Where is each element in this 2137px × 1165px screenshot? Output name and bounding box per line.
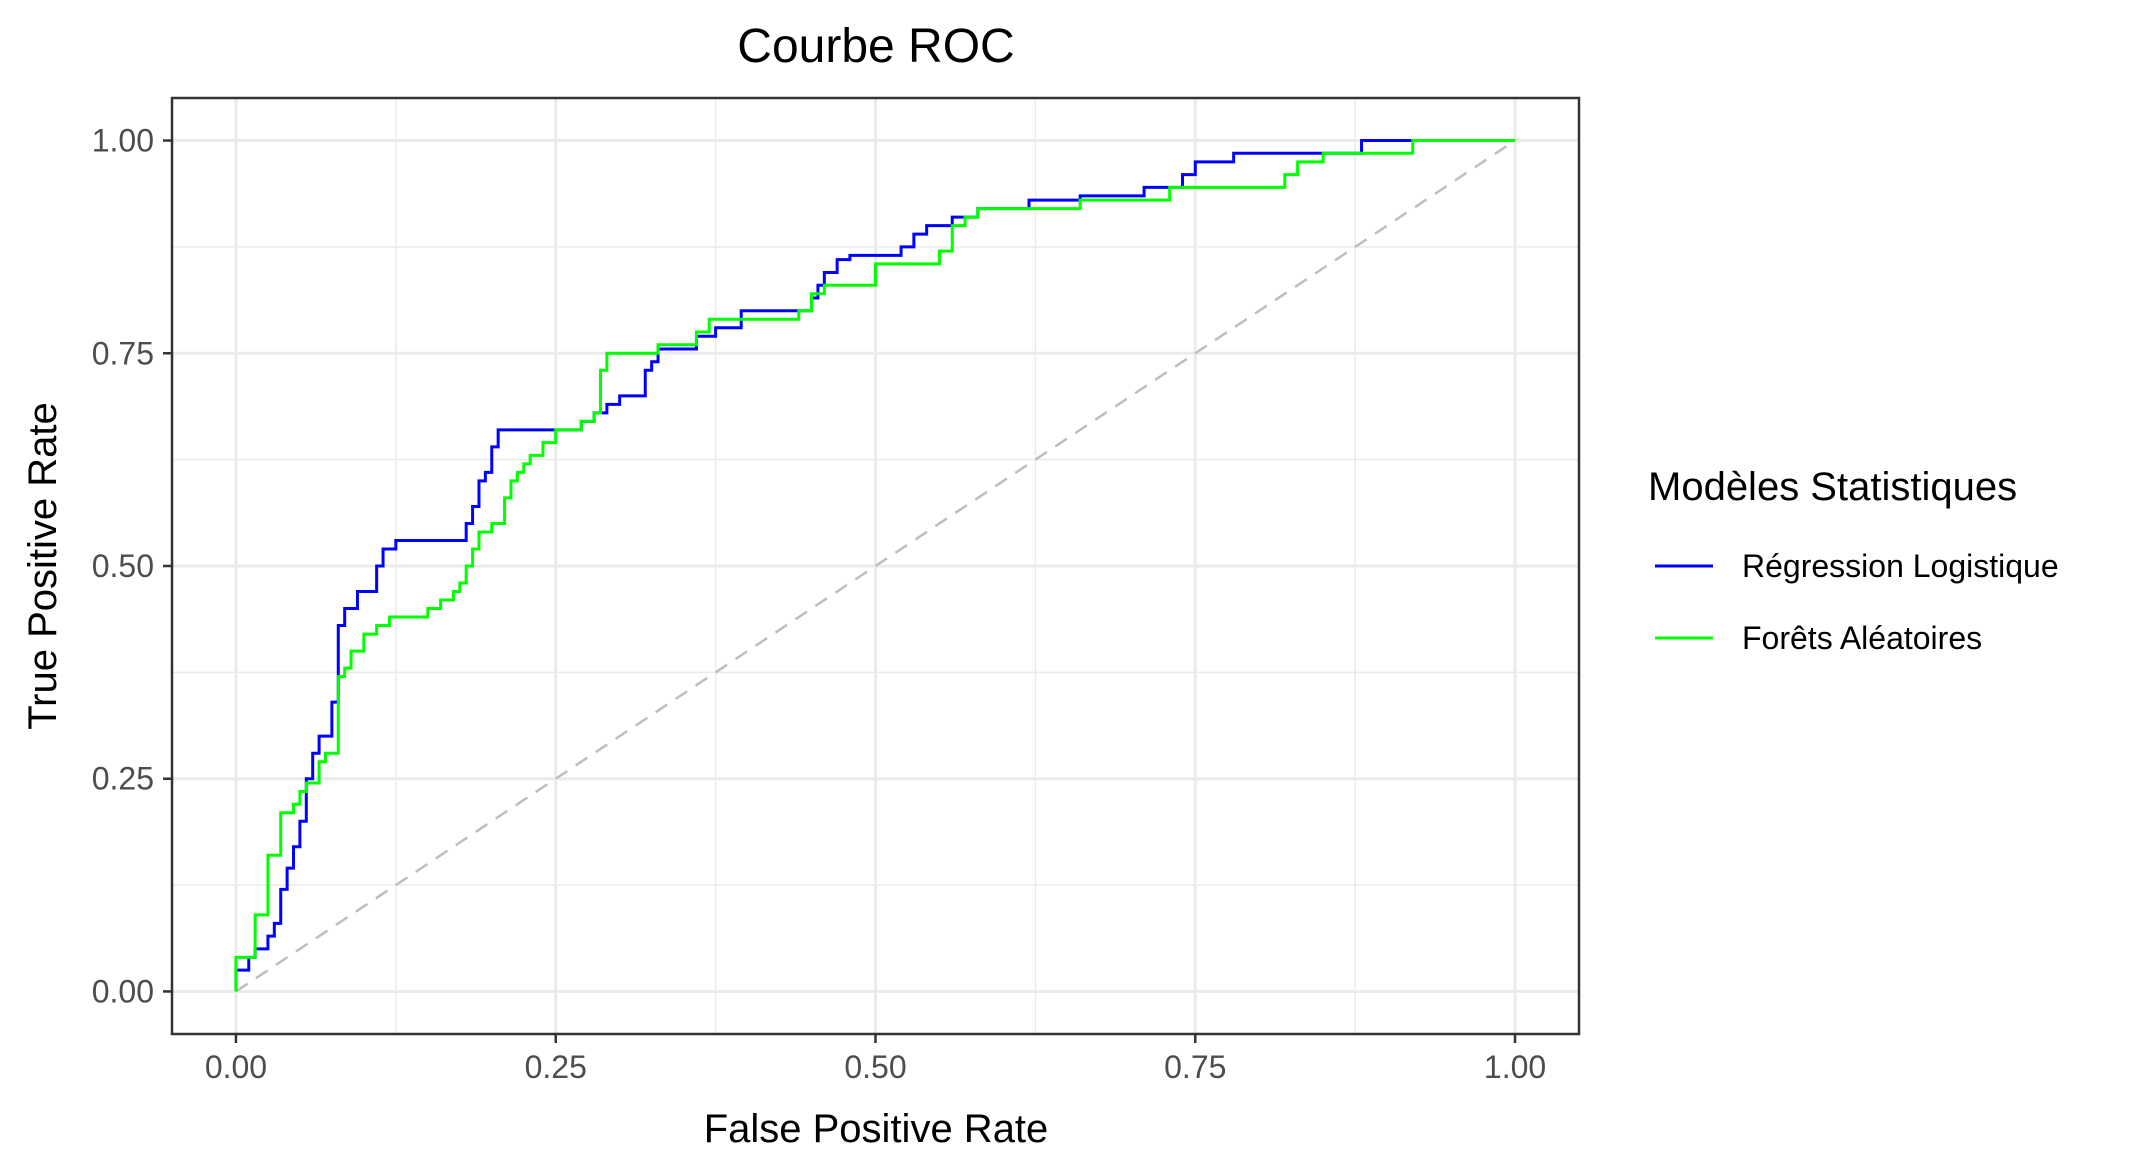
legend-items: Régression Logistique Forêts Aléatoires — [1655, 548, 2059, 656]
y-tick-label: 1.00 — [92, 123, 154, 159]
reference-diagonal-line — [235, 139, 1516, 993]
y-axis-title: True Positive Rate — [21, 402, 65, 730]
x-tick-label: 0.75 — [1164, 1049, 1226, 1085]
series-line-1 — [234, 139, 1516, 992]
x-tick-label: 0.50 — [844, 1049, 906, 1085]
x-tick-label: 1.00 — [1484, 1049, 1546, 1085]
series-group — [234, 139, 1516, 992]
legend: Modèles Statistiques Régression Logistiq… — [1648, 465, 2059, 656]
y-axis-ticks: 0.00 0.25 0.50 0.75 1.00 — [92, 123, 172, 1009]
x-tick-label: 0.00 — [205, 1049, 267, 1085]
y-tick-label: 0.50 — [92, 548, 154, 584]
x-tick-label: 0.25 — [525, 1049, 587, 1085]
y-tick-label: 0.25 — [92, 761, 154, 797]
legend-label-1: Forêts Aléatoires — [1742, 620, 1982, 656]
chart-title: Courbe ROC — [737, 20, 1014, 73]
legend-label-0: Régression Logistique — [1742, 548, 2059, 584]
y-tick-label: 0.00 — [92, 973, 154, 1009]
x-axis-ticks: 0.00 0.25 0.50 0.75 1.00 — [205, 1034, 1546, 1085]
legend-title: Modèles Statistiques — [1648, 465, 2017, 509]
y-tick-label: 0.75 — [92, 335, 154, 371]
x-axis-title: False Positive Rate — [704, 1107, 1049, 1151]
